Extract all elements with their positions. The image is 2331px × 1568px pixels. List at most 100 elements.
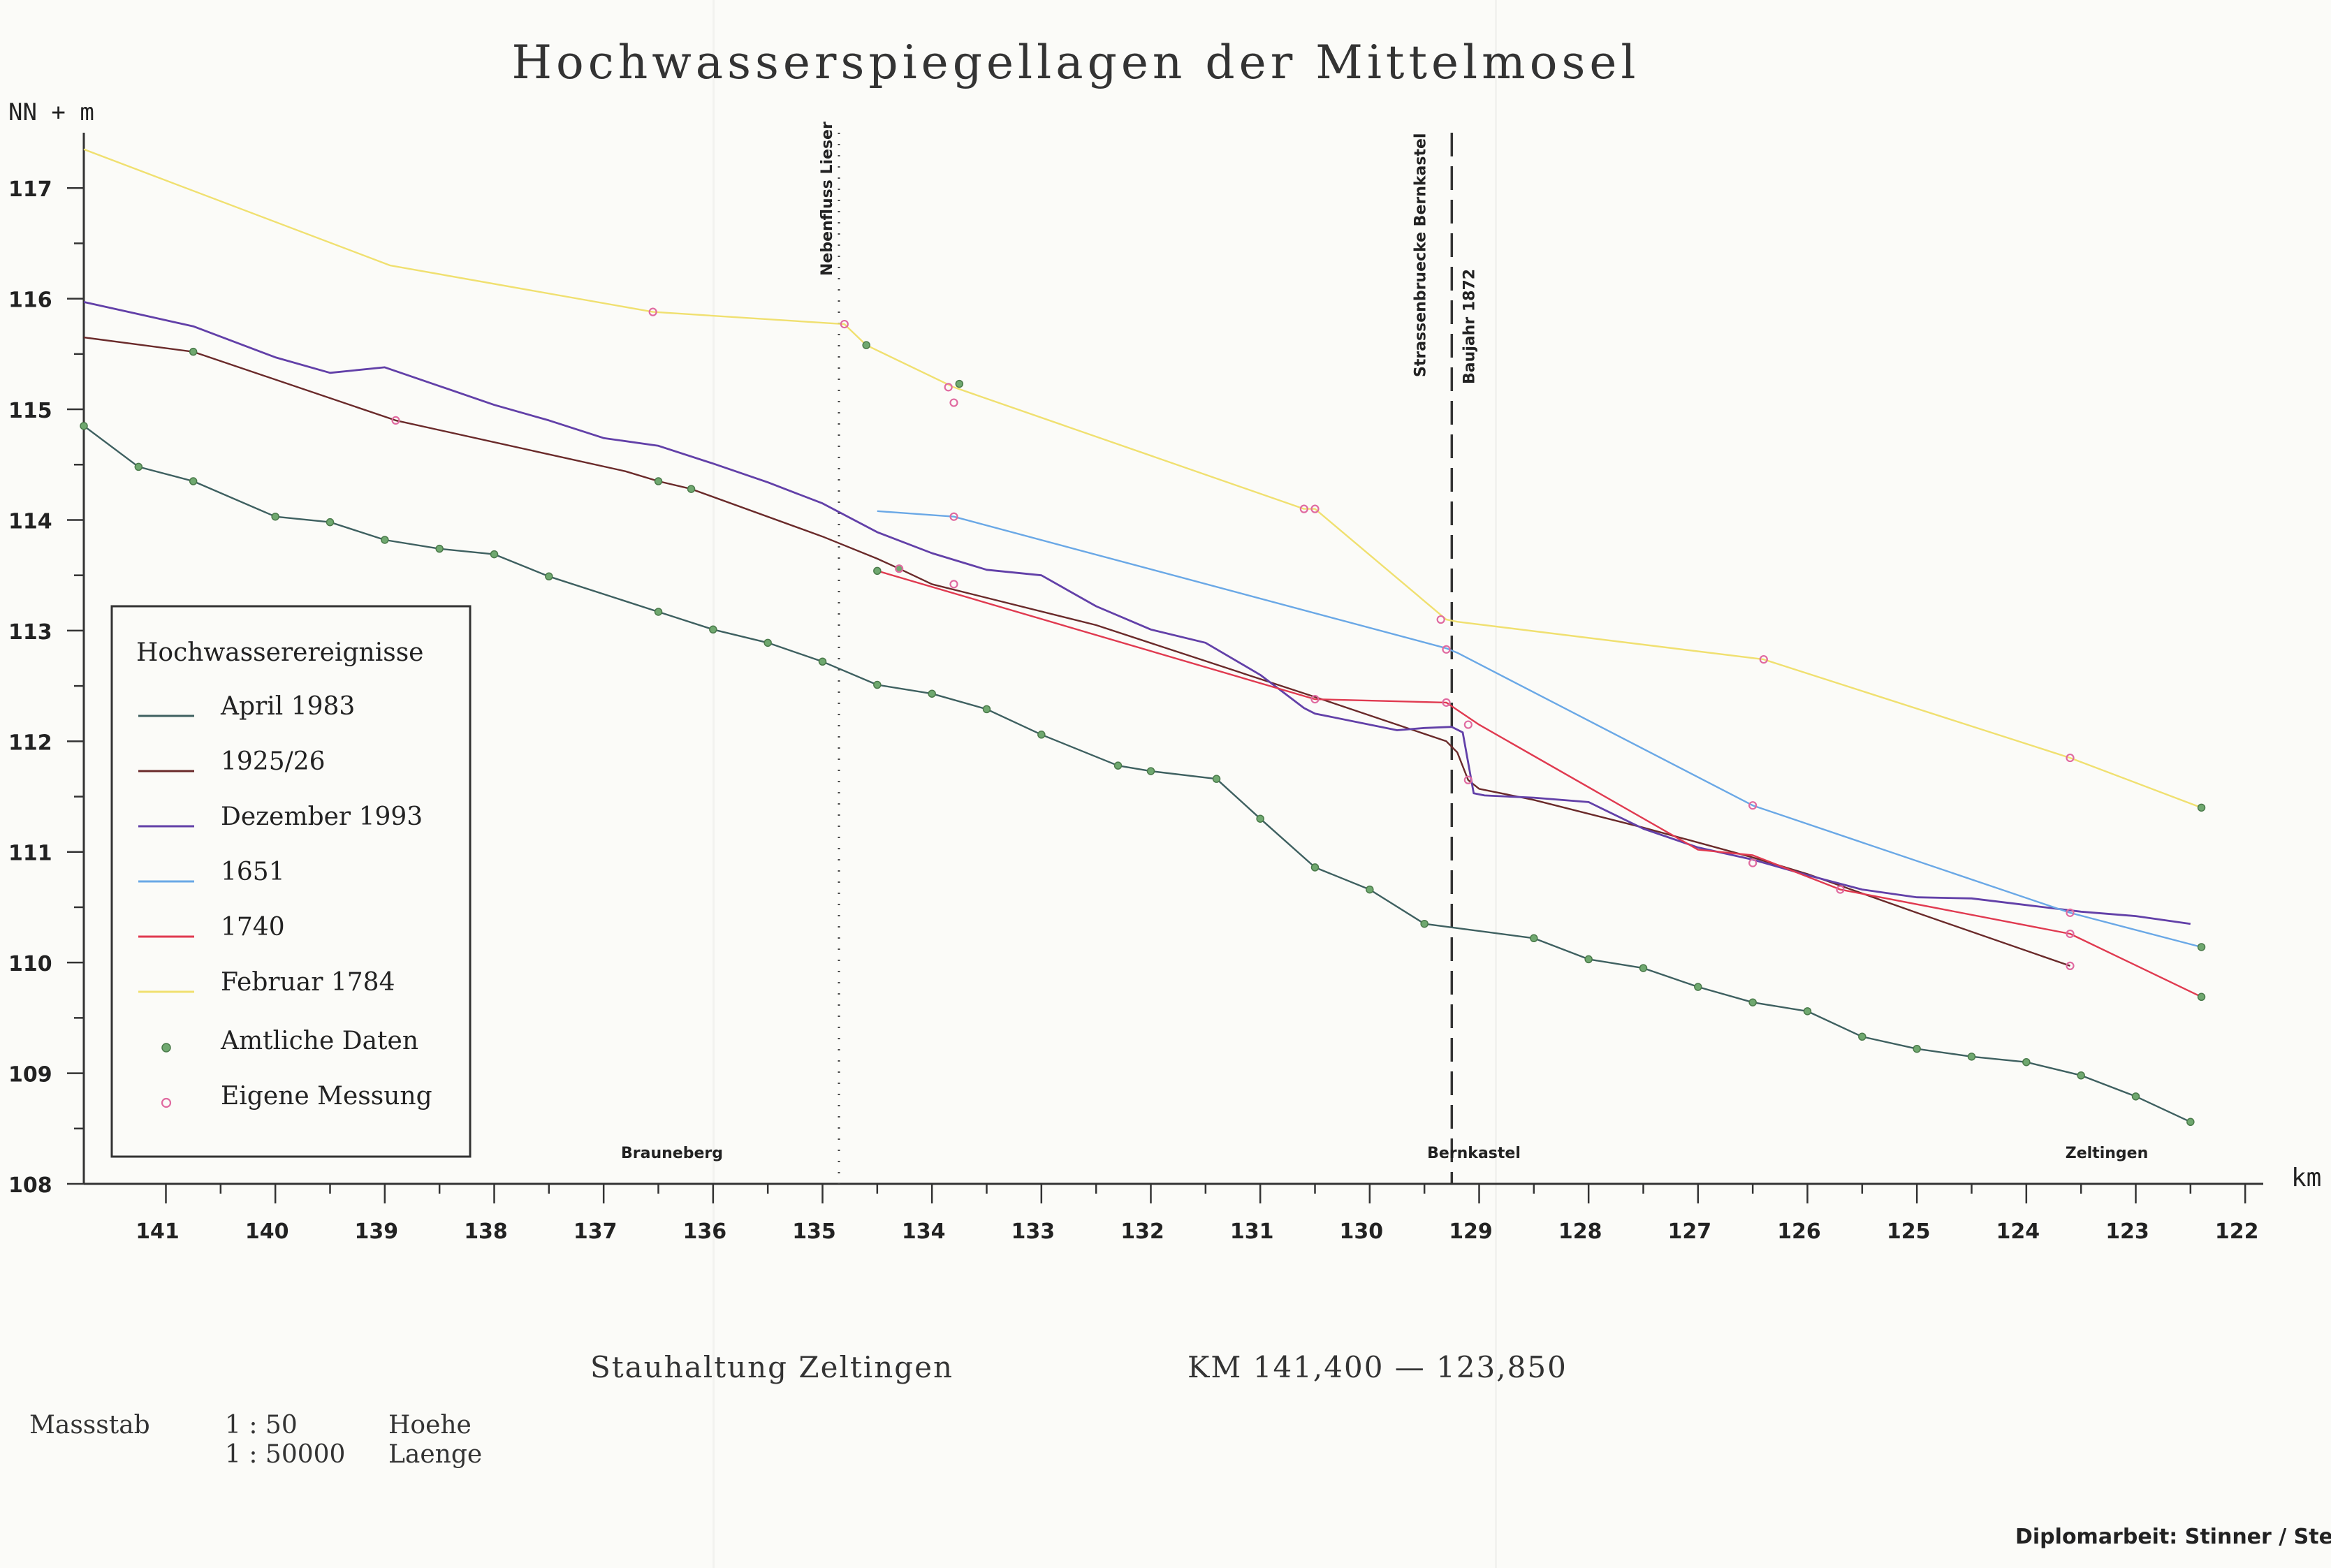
x-tick-label-127: 127 bbox=[1668, 1219, 1712, 1244]
y-tick-label-115: 115 bbox=[8, 399, 52, 423]
x-tick-label-125: 125 bbox=[1887, 1219, 1931, 1244]
point-eigene-messung bbox=[944, 383, 953, 392]
point-amtliche-daten bbox=[709, 625, 717, 634]
point-amtliche-daten bbox=[2197, 803, 2206, 812]
point-eigene-messung bbox=[1759, 654, 1768, 664]
x-tick-label-135: 135 bbox=[792, 1219, 836, 1244]
point-eigene-messung bbox=[895, 564, 904, 573]
point-amtliche-daten bbox=[271, 512, 279, 521]
y-axis-label: NN + m bbox=[8, 98, 94, 126]
point-eigene-messung bbox=[2066, 908, 2075, 917]
x-axis-label: km bbox=[2291, 1164, 2321, 1192]
legend: Hochwasserereignisse April 1983 1925/26 De… bbox=[110, 605, 472, 1158]
legend-marker-label-0: Amtliche Daten bbox=[220, 1027, 418, 1055]
point-amtliche-daten bbox=[2197, 992, 2206, 1002]
point-amtliche-daten bbox=[1967, 1053, 1976, 1061]
credit-label: Diplomarbeit: Stinner / Ste bbox=[2015, 1525, 2331, 1549]
point-eigene-messung bbox=[648, 307, 657, 316]
point-amtliche-daten bbox=[862, 341, 870, 349]
scale-length-ratio: 1 : 50000 bbox=[225, 1440, 345, 1469]
point-amtliche-daten bbox=[545, 572, 553, 581]
x-tick-label-133: 133 bbox=[1011, 1219, 1055, 1244]
point-amtliche-daten bbox=[873, 680, 882, 689]
point-amtliche-daten bbox=[1530, 934, 1538, 943]
y-tick-label-112: 112 bbox=[8, 731, 52, 755]
point-eigene-messung bbox=[2066, 929, 2075, 939]
scale-height-ratio: 1 : 50 bbox=[225, 1411, 298, 1439]
legend-title: Hochwasserereignisse bbox=[136, 638, 424, 667]
point-amtliche-daten bbox=[1748, 998, 1757, 1006]
x-tick-label-137: 137 bbox=[573, 1219, 618, 1244]
point-eigene-messung bbox=[1463, 720, 1473, 729]
point-amtliche-daten bbox=[687, 485, 696, 493]
series-line-1925-26 bbox=[83, 336, 2070, 967]
point-amtliche-daten bbox=[1113, 761, 1123, 770]
point-amtliche-daten bbox=[654, 477, 663, 485]
annotation-bridge: Strassenbruecke Bernkastel bbox=[1412, 133, 1429, 377]
x-tick-label-122: 122 bbox=[2215, 1219, 2259, 1244]
y-tick-label-116: 116 bbox=[8, 288, 52, 313]
series-line-1651 bbox=[877, 510, 2202, 948]
point-amtliche-daten bbox=[1212, 775, 1221, 783]
point-amtliche-daten bbox=[2022, 1057, 2031, 1067]
y-tick-label-114: 114 bbox=[8, 509, 52, 534]
point-amtliche-daten bbox=[873, 566, 882, 576]
scale-height-label: Hoehe bbox=[388, 1411, 472, 1439]
reference-lines bbox=[838, 133, 1454, 1184]
section-label: Stauhaltung Zeltingen bbox=[590, 1350, 953, 1384]
x-tick-label-136: 136 bbox=[683, 1219, 727, 1244]
x-tick-label-134: 134 bbox=[902, 1219, 946, 1244]
point-amtliche-daten bbox=[818, 657, 827, 666]
legend-marker-amtliche-daten bbox=[161, 1043, 171, 1053]
point-eigene-messung bbox=[1299, 504, 1308, 513]
point-amtliche-daten bbox=[1366, 885, 1374, 894]
y-tick-label-111: 111 bbox=[8, 842, 52, 866]
x-tick-label-131: 131 bbox=[1230, 1219, 1274, 1244]
legend-items: April 1983 1925/26 Dezember 1993 1651 1740 Fe… bbox=[138, 692, 432, 1111]
place-label-zeltingen: Zeltingen bbox=[2066, 1145, 2148, 1162]
point-amtliche-daten bbox=[1256, 814, 1264, 823]
point-amtliche-daten bbox=[381, 536, 389, 544]
point-eigene-messung bbox=[1310, 695, 1320, 704]
point-eigene-messung bbox=[1442, 698, 1451, 707]
y-tick-label-108: 108 bbox=[8, 1173, 52, 1198]
point-amtliche-daten bbox=[2197, 943, 2206, 951]
point-amtliche-daten bbox=[763, 638, 772, 647]
scale-length-label: Laenge bbox=[388, 1440, 482, 1469]
point-amtliche-daten bbox=[955, 379, 964, 388]
point-eigene-messung bbox=[840, 319, 849, 329]
point-amtliche-daten bbox=[326, 518, 335, 527]
y-tick-label-109: 109 bbox=[8, 1063, 52, 1087]
x-tick-label-129: 129 bbox=[1449, 1219, 1493, 1244]
point-eigene-messung bbox=[1748, 858, 1758, 867]
point-amtliche-daten bbox=[654, 608, 663, 616]
x-tick-label-141: 141 bbox=[136, 1219, 180, 1244]
x-tick-label-132: 132 bbox=[1120, 1219, 1164, 1244]
points-layer bbox=[80, 307, 2206, 1127]
series-line-februar-1784 bbox=[83, 148, 2202, 809]
chart-title: Hochwasserspiegellagen der Mittelmosel bbox=[512, 36, 1640, 89]
point-eigene-messung bbox=[949, 580, 958, 589]
place-label-bernkastel: Bernkastel bbox=[1427, 1145, 1521, 1162]
x-tick-label-128: 128 bbox=[1558, 1219, 1602, 1244]
point-amtliche-daten bbox=[1310, 863, 1320, 872]
km-range-label: KM 141,400 — 123,850 bbox=[1188, 1350, 1568, 1384]
point-amtliche-daten bbox=[2077, 1071, 2085, 1080]
series-line-dezember-1993 bbox=[83, 301, 2191, 925]
annotations: Nebenfluss Lieser Strassenbruecke Bernkas… bbox=[621, 122, 2148, 1162]
point-eigene-messung bbox=[949, 398, 958, 407]
point-eigene-messung bbox=[1310, 504, 1320, 513]
x-tick-label-123: 123 bbox=[2105, 1219, 2149, 1244]
point-eigene-messung bbox=[391, 416, 400, 425]
point-amtliche-daten bbox=[1803, 1007, 1812, 1016]
point-eigene-messung bbox=[2066, 961, 2075, 971]
point-eigene-messung bbox=[1836, 885, 1845, 894]
point-amtliche-daten bbox=[490, 550, 499, 559]
point-eigene-messung bbox=[1442, 645, 1451, 654]
point-amtliche-daten bbox=[1913, 1044, 1921, 1053]
point-amtliche-daten bbox=[928, 689, 936, 698]
point-amtliche-daten bbox=[1037, 731, 1046, 739]
legend-label-1: 1925/26 bbox=[221, 747, 326, 776]
scale-label: Massstab bbox=[29, 1411, 150, 1439]
x-tick-label-138: 138 bbox=[464, 1219, 508, 1244]
